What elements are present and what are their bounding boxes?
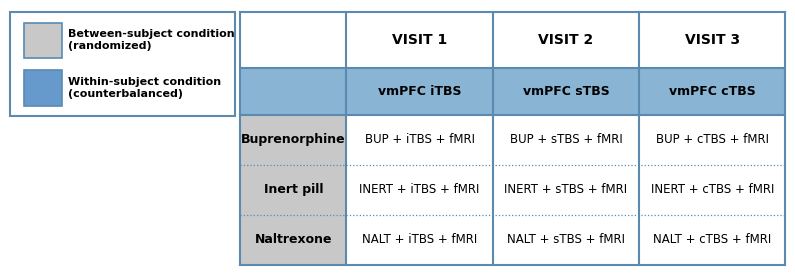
- FancyBboxPatch shape: [347, 215, 785, 265]
- Text: vmPFC sTBS: vmPFC sTBS: [522, 85, 609, 98]
- Text: NALT + iTBS + fMRI: NALT + iTBS + fMRI: [362, 233, 477, 246]
- FancyBboxPatch shape: [240, 165, 347, 215]
- Text: VISIT 1: VISIT 1: [392, 33, 448, 47]
- Text: Between-subject condition
(randomized): Between-subject condition (randomized): [68, 29, 235, 51]
- Text: Within-subject condition
(counterbalanced): Within-subject condition (counterbalance…: [68, 77, 222, 99]
- Text: vmPFC iTBS: vmPFC iTBS: [378, 85, 461, 98]
- FancyBboxPatch shape: [347, 115, 785, 165]
- FancyBboxPatch shape: [347, 165, 785, 215]
- Text: NALT + cTBS + fMRI: NALT + cTBS + fMRI: [653, 233, 771, 246]
- Text: vmPFC cTBS: vmPFC cTBS: [669, 85, 756, 98]
- Text: BUP + sTBS + fMRI: BUP + sTBS + fMRI: [510, 133, 622, 146]
- Text: INERT + cTBS + fMRI: INERT + cTBS + fMRI: [650, 183, 774, 196]
- Text: Buprenorphine: Buprenorphine: [241, 133, 346, 146]
- Text: BUP + cTBS + fMRI: BUP + cTBS + fMRI: [656, 133, 769, 146]
- Text: Inert pill: Inert pill: [263, 183, 323, 196]
- FancyBboxPatch shape: [240, 68, 785, 115]
- FancyBboxPatch shape: [240, 12, 785, 68]
- Text: BUP + iTBS + fMRI: BUP + iTBS + fMRI: [365, 133, 475, 146]
- FancyBboxPatch shape: [240, 215, 347, 265]
- Text: INERT + sTBS + fMRI: INERT + sTBS + fMRI: [504, 183, 627, 196]
- Text: INERT + iTBS + fMRI: INERT + iTBS + fMRI: [359, 183, 480, 196]
- Text: VISIT 2: VISIT 2: [538, 33, 594, 47]
- Text: Naltrexone: Naltrexone: [254, 233, 332, 246]
- Text: NALT + sTBS + fMRI: NALT + sTBS + fMRI: [507, 233, 625, 246]
- FancyBboxPatch shape: [240, 115, 347, 165]
- FancyBboxPatch shape: [24, 70, 62, 106]
- Text: VISIT 3: VISIT 3: [684, 33, 740, 47]
- FancyBboxPatch shape: [24, 23, 62, 58]
- FancyBboxPatch shape: [10, 12, 235, 116]
